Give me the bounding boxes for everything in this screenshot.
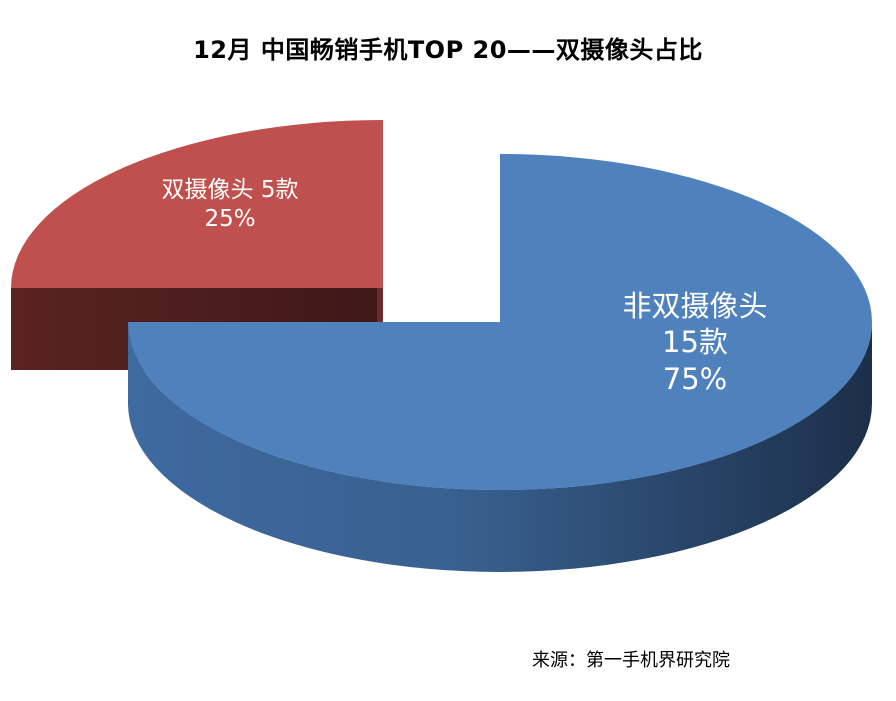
- chart-title: 12月 中国畅销手机TOP 20——双摄像头占比: [193, 36, 703, 64]
- slice-label-dual-camera: 双摄像头 5款 25%: [110, 176, 350, 234]
- source-note: 来源：第一手机界研究院: [532, 650, 730, 671]
- slice-percent: 25%: [204, 205, 256, 232]
- slice-count: 15款: [662, 325, 728, 360]
- slice-name: 非双摄像头: [622, 289, 768, 323]
- slice-top-non-dual-camera: [128, 154, 872, 490]
- slice-top-dual-camera: [11, 120, 383, 288]
- slice-label-non-dual-camera: 非双摄像头 15款 75%: [560, 288, 830, 397]
- slice-name: 双摄像头: [161, 177, 254, 203]
- slice-side-non-dual-camera: [128, 322, 872, 572]
- slice-percent: 75%: [662, 361, 728, 396]
- slice-count: 5款: [260, 177, 299, 203]
